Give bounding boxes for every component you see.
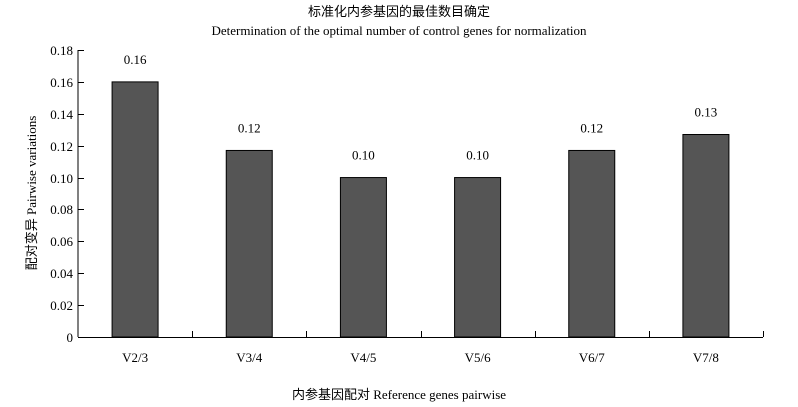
y-tick-label: 0.08: [50, 202, 73, 217]
bar: [339, 177, 387, 338]
y-tick-label: 0.04: [50, 266, 73, 281]
data-label: 0.10: [466, 148, 489, 163]
bar: [454, 177, 502, 338]
chart-subtitle: Determination of the optimal number of c…: [211, 23, 587, 38]
data-label: 0.12: [238, 120, 261, 135]
bars: [111, 81, 730, 338]
x-tick-label: V6/7: [579, 350, 606, 365]
y-tick-label: 0.16: [50, 75, 73, 90]
y-axis: 0 0.02 0.04 0.06 0.08 0.10 0.12 0.14 0.16 0.18: [50, 43, 84, 345]
y-tick-label: 0.14: [50, 107, 73, 122]
x-tick-label: V7/8: [693, 350, 719, 365]
bar: [568, 149, 616, 338]
data-label: 0.10: [352, 148, 375, 163]
y-tick-label: 0: [67, 330, 74, 345]
x-tick-label: V3/4: [236, 350, 263, 365]
data-label: 0.13: [695, 105, 718, 120]
y-tick-label: 0.12: [50, 139, 73, 154]
data-labels: 0.16 0.12 0.10 0.10 0.12 0.13: [124, 52, 718, 163]
x-tick-label: V2/3: [122, 350, 148, 365]
y-tick-label: 0.02: [50, 298, 73, 313]
data-label: 0.16: [124, 52, 147, 67]
bar: [111, 81, 159, 338]
y-axis-label: 配对变异 Pairwise variations: [24, 116, 39, 271]
data-label: 0.12: [580, 120, 603, 135]
y-tick-label: 0.10: [50, 171, 73, 186]
x-tick-label: V5/6: [465, 350, 492, 365]
bar: [225, 149, 273, 338]
chart-title: 标准化内参基因的最佳数目确定: [307, 5, 490, 20]
bar: [682, 134, 730, 338]
x-axis-label: 内参基因配对 Reference genes pairwise: [291, 387, 507, 402]
x-tick-label: V4/5: [350, 350, 376, 365]
y-tick-label: 0.18: [50, 43, 73, 58]
x-axis: V2/3 V3/4 V4/5 V5/6 V6/7 V7/8: [78, 331, 764, 365]
y-tick-label: 0.06: [50, 234, 73, 249]
